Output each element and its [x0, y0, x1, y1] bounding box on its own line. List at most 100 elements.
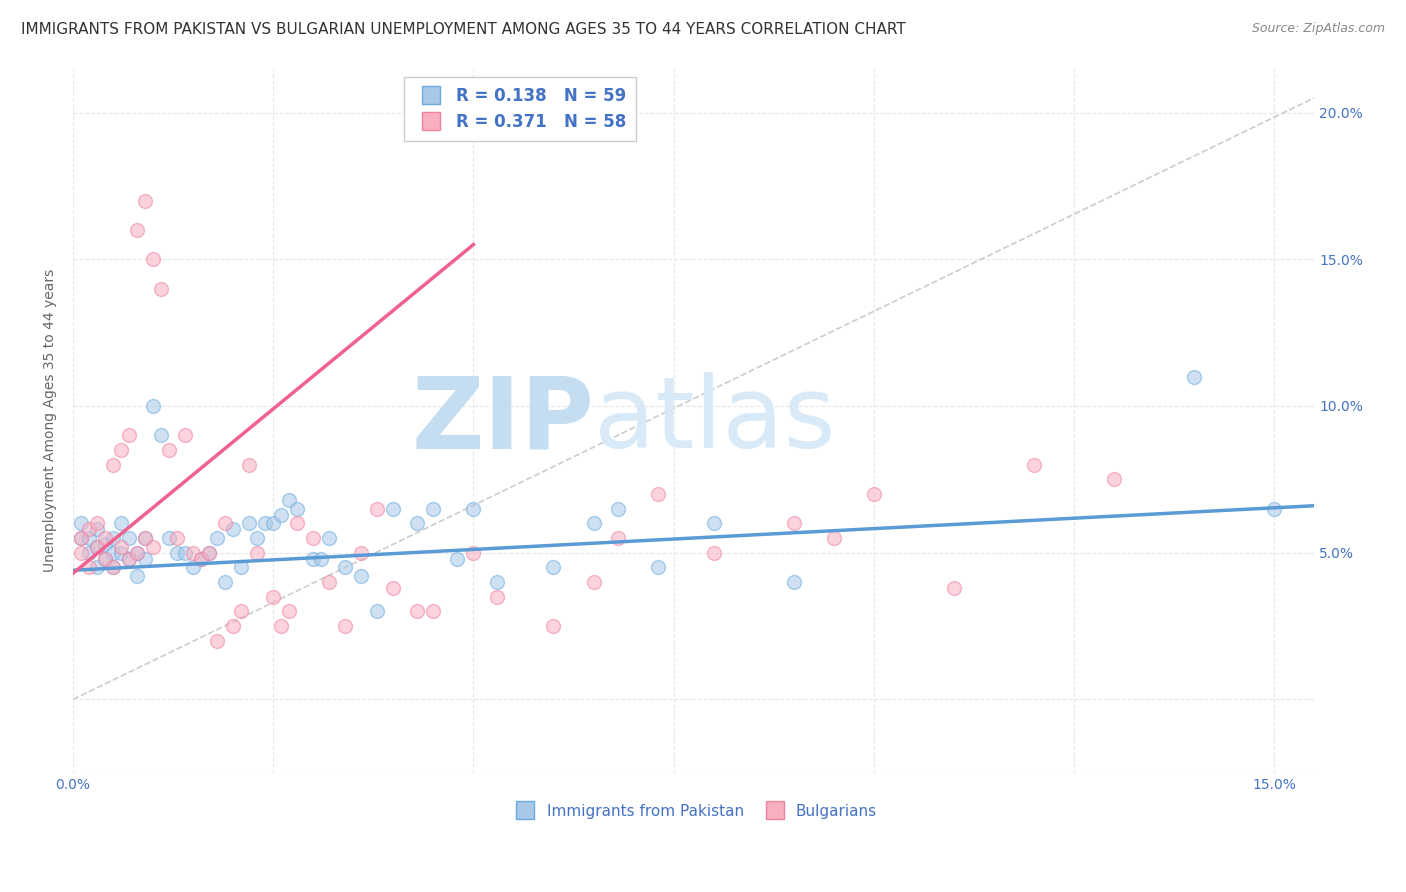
Point: [486, 574, 509, 589]
Point: [110, 442, 132, 457]
Point: [86, 540, 108, 554]
Point: [174, 546, 197, 560]
Point: [134, 531, 156, 545]
Point: [278, 492, 301, 507]
Point: [86, 540, 108, 554]
Point: [1102, 472, 1125, 486]
Point: [134, 531, 156, 545]
Point: [446, 551, 468, 566]
Point: [262, 590, 284, 604]
Point: [86, 516, 108, 531]
Text: ZIP: ZIP: [412, 372, 595, 469]
Y-axis label: Unemployment Among Ages 35 to 44 years: Unemployment Among Ages 35 to 44 years: [44, 269, 58, 573]
Point: [127, 569, 149, 583]
Point: [150, 282, 173, 296]
Point: [1182, 369, 1205, 384]
Point: [157, 531, 180, 545]
Point: [118, 428, 141, 442]
Point: [166, 546, 188, 560]
Point: [246, 546, 269, 560]
Point: [222, 522, 245, 536]
Point: [110, 540, 132, 554]
Point: [335, 560, 357, 574]
Point: [382, 581, 405, 595]
Point: [77, 531, 100, 545]
Point: [190, 551, 212, 566]
Point: [582, 516, 605, 531]
Point: [101, 546, 124, 560]
Point: [350, 546, 373, 560]
Text: IMMIGRANTS FROM PAKISTAN VS BULGARIAN UNEMPLOYMENT AMONG AGES 35 TO 44 YEARS COR: IMMIGRANTS FROM PAKISTAN VS BULGARIAN UN…: [21, 22, 905, 37]
Point: [181, 546, 204, 560]
Point: [406, 604, 429, 618]
Point: [198, 546, 221, 560]
Point: [222, 619, 245, 633]
Point: [463, 501, 485, 516]
Point: [157, 442, 180, 457]
Point: [142, 540, 165, 554]
Point: [783, 516, 806, 531]
Point: [134, 551, 156, 566]
Point: [238, 516, 260, 531]
Point: [406, 516, 429, 531]
Point: [231, 604, 253, 618]
Point: [262, 516, 284, 531]
Point: [543, 560, 565, 574]
Point: [463, 546, 485, 560]
Point: [422, 501, 444, 516]
Point: [70, 516, 93, 531]
Point: [318, 531, 340, 545]
Point: [77, 522, 100, 536]
Point: [101, 560, 124, 574]
Point: [94, 531, 117, 545]
Point: [254, 516, 277, 531]
Point: [366, 604, 388, 618]
Point: [422, 604, 444, 618]
Point: [582, 574, 605, 589]
Point: [127, 546, 149, 560]
Point: [311, 551, 333, 566]
Point: [70, 531, 93, 545]
Point: [703, 516, 725, 531]
Point: [86, 522, 108, 536]
Point: [94, 551, 117, 566]
Point: [190, 551, 212, 566]
Point: [231, 560, 253, 574]
Point: [1263, 501, 1285, 516]
Point: [1022, 458, 1045, 472]
Point: [302, 551, 325, 566]
Point: [118, 551, 141, 566]
Text: Source: ZipAtlas.com: Source: ZipAtlas.com: [1251, 22, 1385, 36]
Point: [270, 619, 292, 633]
Point: [270, 508, 292, 522]
Point: [94, 537, 117, 551]
Text: atlas: atlas: [595, 372, 837, 469]
Point: [110, 546, 132, 560]
Point: [214, 516, 236, 531]
Point: [606, 501, 628, 516]
Point: [150, 428, 173, 442]
Point: [214, 574, 236, 589]
Point: [134, 194, 156, 208]
Point: [70, 531, 93, 545]
Point: [862, 487, 884, 501]
Point: [110, 516, 132, 531]
Point: [127, 546, 149, 560]
Point: [318, 574, 340, 589]
Point: [278, 604, 301, 618]
Point: [285, 501, 308, 516]
Point: [174, 428, 197, 442]
Point: [86, 560, 108, 574]
Point: [285, 516, 308, 531]
Point: [246, 531, 269, 545]
Point: [198, 546, 221, 560]
Legend: Immigrants from Pakistan, Bulgarians: Immigrants from Pakistan, Bulgarians: [505, 797, 883, 825]
Point: [205, 531, 228, 545]
Point: [350, 569, 373, 583]
Point: [142, 399, 165, 413]
Point: [647, 487, 669, 501]
Point: [543, 619, 565, 633]
Point: [703, 546, 725, 560]
Point: [486, 590, 509, 604]
Point: [823, 531, 845, 545]
